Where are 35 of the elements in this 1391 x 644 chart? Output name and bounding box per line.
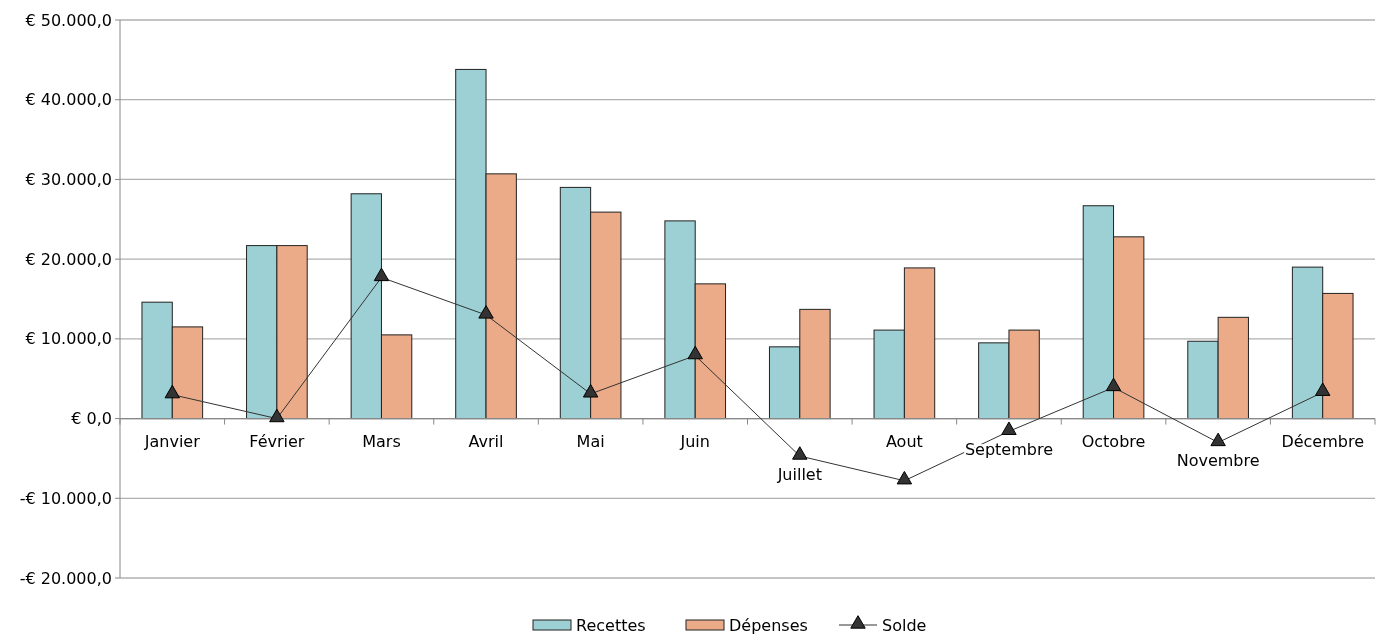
y-tick-label: € 40.000,0 [25, 90, 112, 110]
legend-label: Solde [882, 616, 927, 635]
x-tick-label: Juillet [776, 465, 822, 485]
x-tick-label: Mars [362, 431, 401, 451]
point [582, 384, 599, 398]
x-tick-label: Juin [679, 431, 710, 451]
y-tick-label: € 30.000,0 [25, 170, 112, 190]
point [896, 470, 913, 485]
point [164, 384, 180, 399]
point [1001, 421, 1017, 435]
x-tick-label: Novembre [1176, 451, 1260, 471]
y-tick-label: -€ 10.000,0 [19, 488, 112, 508]
point [1315, 382, 1331, 396]
x-tick-label: Avril [468, 431, 504, 451]
legend-label: Recettes [576, 616, 646, 635]
y-tick-label: € 0,0 [71, 409, 112, 429]
x-tick-label: Aout [885, 431, 923, 451]
legend-label: Dépenses [729, 616, 808, 635]
x-tick-label: Janvier [143, 431, 201, 451]
y-tick-label: € 20.000,0 [25, 249, 112, 269]
y-tick-label: -€ 20.000,0 [19, 568, 112, 588]
y-tick-label: € 10.000,0 [25, 329, 112, 349]
point [1210, 432, 1226, 447]
x-tick-label: Mai [576, 431, 605, 451]
x-tick-label: Février [249, 431, 305, 451]
point [1105, 377, 1122, 392]
point [478, 305, 494, 319]
point [269, 408, 285, 423]
point [792, 446, 808, 460]
x-tick-label: Septembre [964, 440, 1054, 460]
point [373, 267, 390, 282]
point [687, 345, 703, 360]
y-tick-label: € 50.000,0 [25, 10, 112, 30]
x-tick-label: Octobre [1081, 431, 1146, 451]
x-tick-label: Décembre [1281, 431, 1365, 451]
